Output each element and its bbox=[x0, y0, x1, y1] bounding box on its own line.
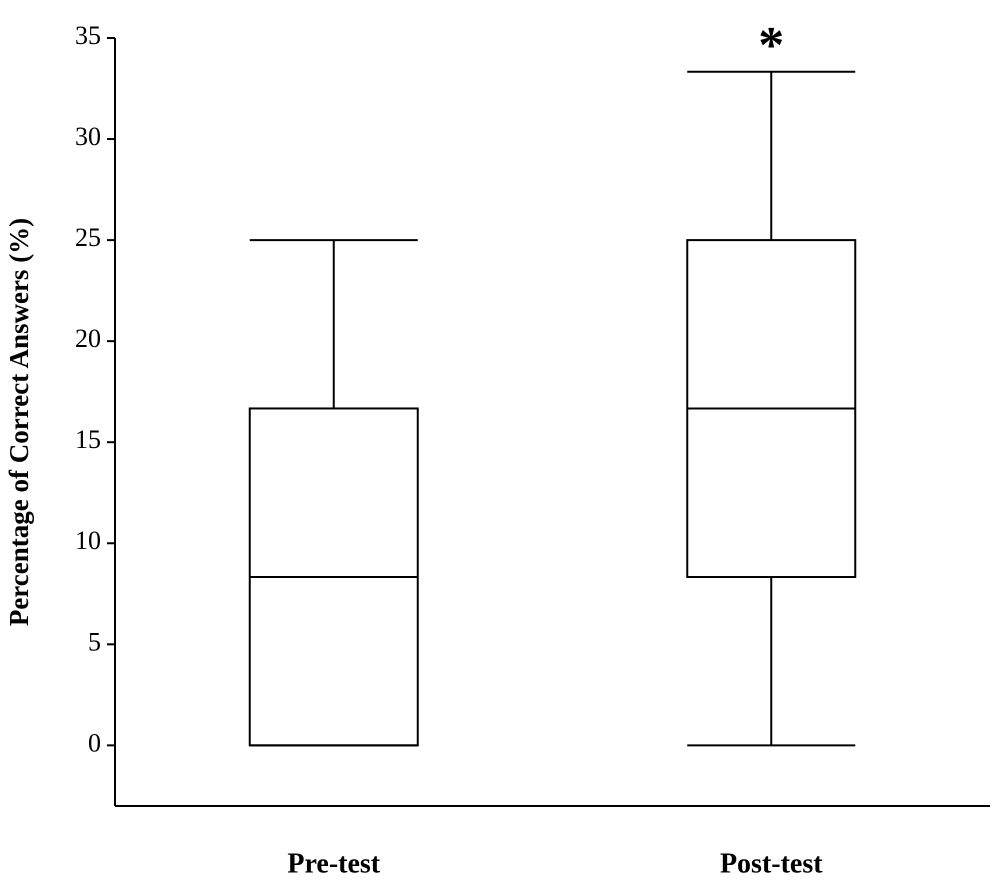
y-tick-label: 25 bbox=[75, 223, 101, 252]
y-tick-label: 15 bbox=[75, 425, 101, 454]
x-tick-label: Post-test bbox=[720, 848, 823, 879]
y-axis-label: Percentage of Correct Answers (%) bbox=[4, 218, 34, 626]
x-tick-label: Pre-test bbox=[287, 848, 380, 879]
y-tick-label: 35 bbox=[75, 21, 101, 50]
y-tick-label: 10 bbox=[75, 526, 101, 555]
y-tick-label: 20 bbox=[75, 324, 101, 353]
y-tick-label: 0 bbox=[88, 728, 101, 757]
y-tick-label: 30 bbox=[75, 122, 101, 151]
annotation: * bbox=[758, 17, 784, 74]
y-tick-label: 5 bbox=[88, 627, 101, 656]
